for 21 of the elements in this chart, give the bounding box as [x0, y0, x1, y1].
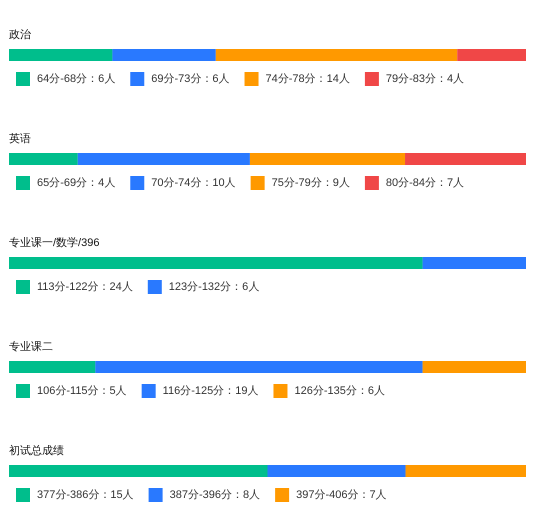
legend-label: 70分-74分：10人: [151, 177, 236, 189]
legend-label: 113分-122分：24人: [37, 281, 133, 293]
legend-label: 74分-78分：14人: [266, 73, 350, 85]
chart-title: 英语: [9, 133, 31, 145]
chart-title: 专业课一/数学/396: [9, 237, 100, 249]
chart-title: 初试总成绩: [9, 445, 64, 457]
legend-label: 126分-135分：6人: [294, 385, 385, 397]
legend-label: 116分-125分：19人: [162, 385, 258, 397]
legend-label: 65分-69分：4人: [37, 177, 116, 189]
legend-label: 75分-79分：9人: [272, 177, 350, 189]
legend-label: 377分-386分：15人: [37, 489, 134, 501]
legend-label: 80分-84分：7人: [386, 177, 464, 189]
legend-label: 123分-132分：6人: [168, 281, 260, 293]
legend-label: 106分-115分：5人: [37, 385, 127, 397]
legend-label: 387分-396分：8人: [170, 489, 260, 501]
legend-label: 397分-406分：7人: [296, 489, 387, 501]
legend-label: 64分-68分：6人: [37, 73, 116, 85]
chart-title: 专业课二: [9, 341, 53, 353]
chart-title: 政治: [9, 29, 31, 41]
legend-label: 79分-83分：4人: [386, 73, 464, 85]
legend-label: 69分-73分：6人: [151, 73, 230, 85]
